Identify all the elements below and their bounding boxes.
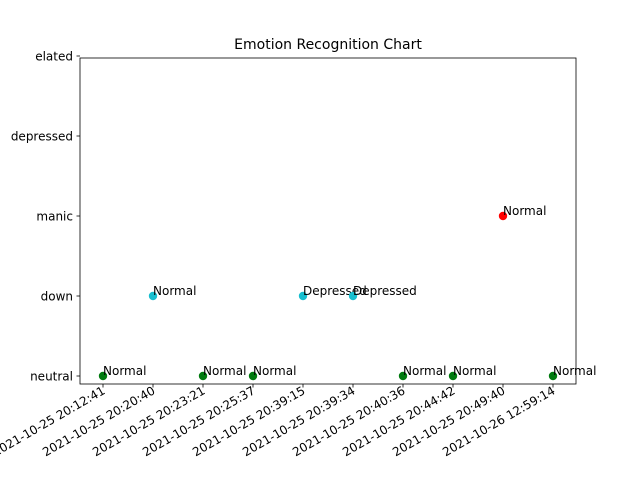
data-point [448, 371, 458, 381]
y-tick-label: depressed [11, 130, 73, 144]
point-label: Normal [253, 364, 296, 378]
point-label: Normal [153, 284, 196, 298]
axes-frame [79, 57, 577, 385]
data-point [248, 371, 258, 381]
data-point [548, 371, 558, 381]
point-label: Normal [203, 364, 246, 378]
data-point [348, 291, 358, 301]
y-tick-label: neutral [30, 370, 73, 384]
chart-title: Emotion Recognition Chart [234, 37, 422, 53]
data-point [148, 291, 158, 301]
data-point [498, 211, 508, 221]
point-label: Normal [453, 364, 496, 378]
point-label: Normal [503, 204, 546, 218]
y-tick-label: manic [36, 210, 73, 224]
data-point [98, 371, 108, 381]
y-tick-label: down [41, 290, 73, 304]
y-tick-label: elated [35, 50, 73, 64]
data-point [198, 371, 208, 381]
data-point [298, 291, 308, 301]
point-label: Normal [103, 364, 146, 378]
point-label: Depressed [353, 284, 417, 298]
point-label: Normal [403, 364, 446, 378]
data-point [398, 371, 408, 381]
point-label: Normal [553, 364, 596, 378]
